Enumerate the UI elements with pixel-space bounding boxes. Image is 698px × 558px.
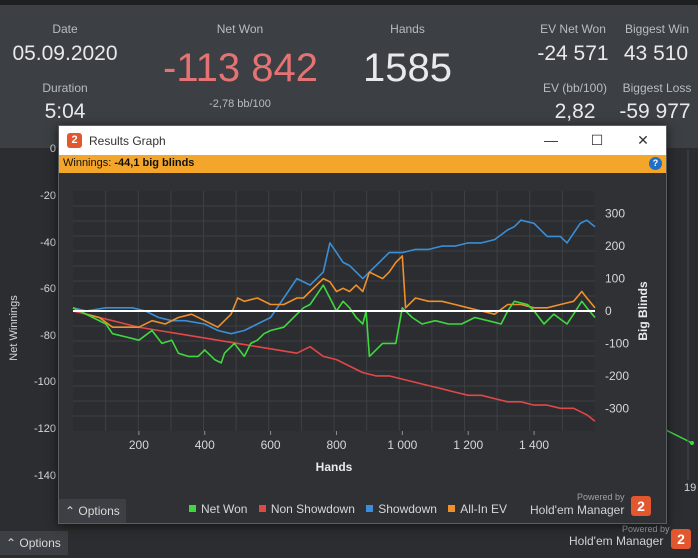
back-tick: -120 [33, 423, 56, 435]
background-graph-y-axis: 0 -20 -40 -60 -80 -100 -120 -140 [0, 143, 60, 528]
window-title: Results Graph [89, 134, 166, 148]
results-line-chart: 200 400 600 800 1 000 1 200 1 400 3002001000-1… [72, 191, 650, 474]
results-graph-window: 2 Results Graph — ☐ ✕ Winnings: -44,1 bi… [58, 125, 667, 524]
x-tick-label: 600 [261, 438, 281, 452]
legend-item-allin-ev[interactable]: All-In EV [448, 502, 507, 516]
back-tick: 0 [49, 143, 56, 155]
y-tick-label: -200 [605, 369, 629, 383]
y-tick-label: 200 [605, 239, 625, 253]
legend-item-non-showdown[interactable]: Non Showdown [258, 502, 355, 516]
ev-bb100-label: EV (bb/100) [542, 81, 608, 95]
x-axis-label: Hands [316, 460, 353, 474]
app-logo-icon: 2 [67, 133, 82, 148]
back-graph-y-label: Net Winnings [8, 295, 20, 361]
back-tick: -40 [40, 237, 56, 249]
biggest-loss-label: Biggest Loss [622, 81, 692, 95]
back-tick: -20 [40, 190, 56, 202]
y-tick-label: 0 [605, 304, 612, 318]
brand-name: Hold'em Manager [530, 503, 625, 517]
legend-label: Net Won [201, 502, 248, 516]
x-tick-label: 1 400 [519, 438, 549, 452]
maximize-button[interactable]: ☐ [590, 132, 604, 148]
x-tick-label: 800 [326, 438, 346, 452]
ev-net-won-value: -24 571 [537, 42, 609, 65]
y-axis-ticks: 300 200 100 0 -100 -200 -300 [605, 207, 629, 416]
x-tick-label: 1 200 [453, 438, 483, 452]
winnings-prefix: Winnings: [63, 157, 115, 169]
net-won-label: Net Won [216, 22, 264, 36]
legend-swatch [258, 505, 266, 512]
chart-series [72, 219, 596, 422]
legend-label: Showdown [378, 502, 437, 516]
legend-swatch [448, 505, 456, 512]
biggest-win-label: Biggest Win [624, 22, 690, 36]
duration-label: Duration [42, 81, 88, 95]
ev-bb100-value: 2,82 [554, 100, 596, 123]
y-tick-label: -300 [605, 401, 629, 415]
y-axis-label: Big Blinds [636, 281, 650, 341]
legend-swatch [189, 505, 196, 512]
back-options-label: Options [19, 536, 61, 550]
top-border [0, 0, 698, 5]
hands-label: Hands [390, 22, 425, 36]
back-tick: -140 [33, 470, 56, 482]
hands-value: 1585 [363, 46, 452, 90]
back-brand-name: Hold'em Manager [569, 534, 664, 548]
biggest-win-value: 43 510 [623, 42, 689, 65]
options-button[interactable]: ⌃ Options [59, 499, 126, 523]
legend-item-net-won[interactable]: Net Won [189, 502, 247, 516]
duration-value: 5:04 [44, 100, 86, 123]
back-tick: -80 [40, 330, 56, 342]
chevron-up-icon: ⌃ [6, 536, 17, 550]
y-tick-label: -100 [605, 336, 629, 350]
back-tick: -60 [40, 283, 56, 295]
series-line-non-showdown [72, 310, 596, 422]
back-options-button[interactable]: ⌃ Options [0, 531, 68, 555]
background-graph-right-edge: 19 [665, 150, 698, 510]
date-label: Date [52, 22, 78, 36]
options-label: Options [78, 504, 120, 518]
chart-legend: Net Won Non Showdown Showdown All-In EV [189, 502, 515, 516]
session-stats-panel: Date 05.09.2020 Duration 5:04 Net Won -1… [0, 0, 698, 148]
back-powered-by: Powered by [622, 524, 670, 534]
legend-item-showdown[interactable]: Showdown [366, 502, 437, 516]
x-tick-label: 1 000 [387, 438, 417, 452]
winnings-info-bar: Winnings: -44,1 big blinds ? [59, 155, 666, 173]
chevron-up-icon: ⌃ [65, 504, 76, 518]
y-tick-label: 100 [605, 272, 625, 286]
legend-label: All-In EV [460, 502, 507, 516]
legend-swatch [366, 505, 374, 512]
x-axis-ticks: 200 400 600 800 1 000 1 200 1 400 [129, 431, 549, 452]
window-titlebar[interactable]: 2 Results Graph — ☐ ✕ [59, 126, 666, 155]
series-line-showdown [72, 219, 596, 335]
back-tick: -100 [33, 376, 56, 388]
date-value: 05.09.2020 [12, 42, 118, 65]
series-line-all-in-ev [72, 255, 596, 328]
biggest-loss-value: -59 977 [619, 100, 691, 123]
back-graph-segment [665, 150, 694, 480]
hm2-logo-icon: 2 [671, 529, 691, 549]
help-icon[interactable]: ? [649, 157, 662, 170]
close-button[interactable]: ✕ [637, 132, 649, 148]
net-won-value: -113 842 [163, 46, 318, 90]
net-won-bb100: -2,78 bb/100 [209, 98, 271, 110]
back-x-tick: 19 [684, 482, 697, 494]
x-tick-label: 200 [129, 438, 149, 452]
hm2-logo-icon: 2 [631, 496, 651, 516]
bottom-bar [0, 529, 698, 558]
powered-by: Powered by [577, 492, 625, 502]
minimize-button[interactable]: — [544, 132, 558, 148]
ev-net-won-label: EV Net Won [540, 22, 606, 36]
y-tick-label: 300 [605, 207, 625, 221]
legend-label: Non Showdown [270, 502, 355, 516]
x-tick-label: 400 [195, 438, 215, 452]
winnings-value: -44,1 big blinds [114, 157, 195, 169]
